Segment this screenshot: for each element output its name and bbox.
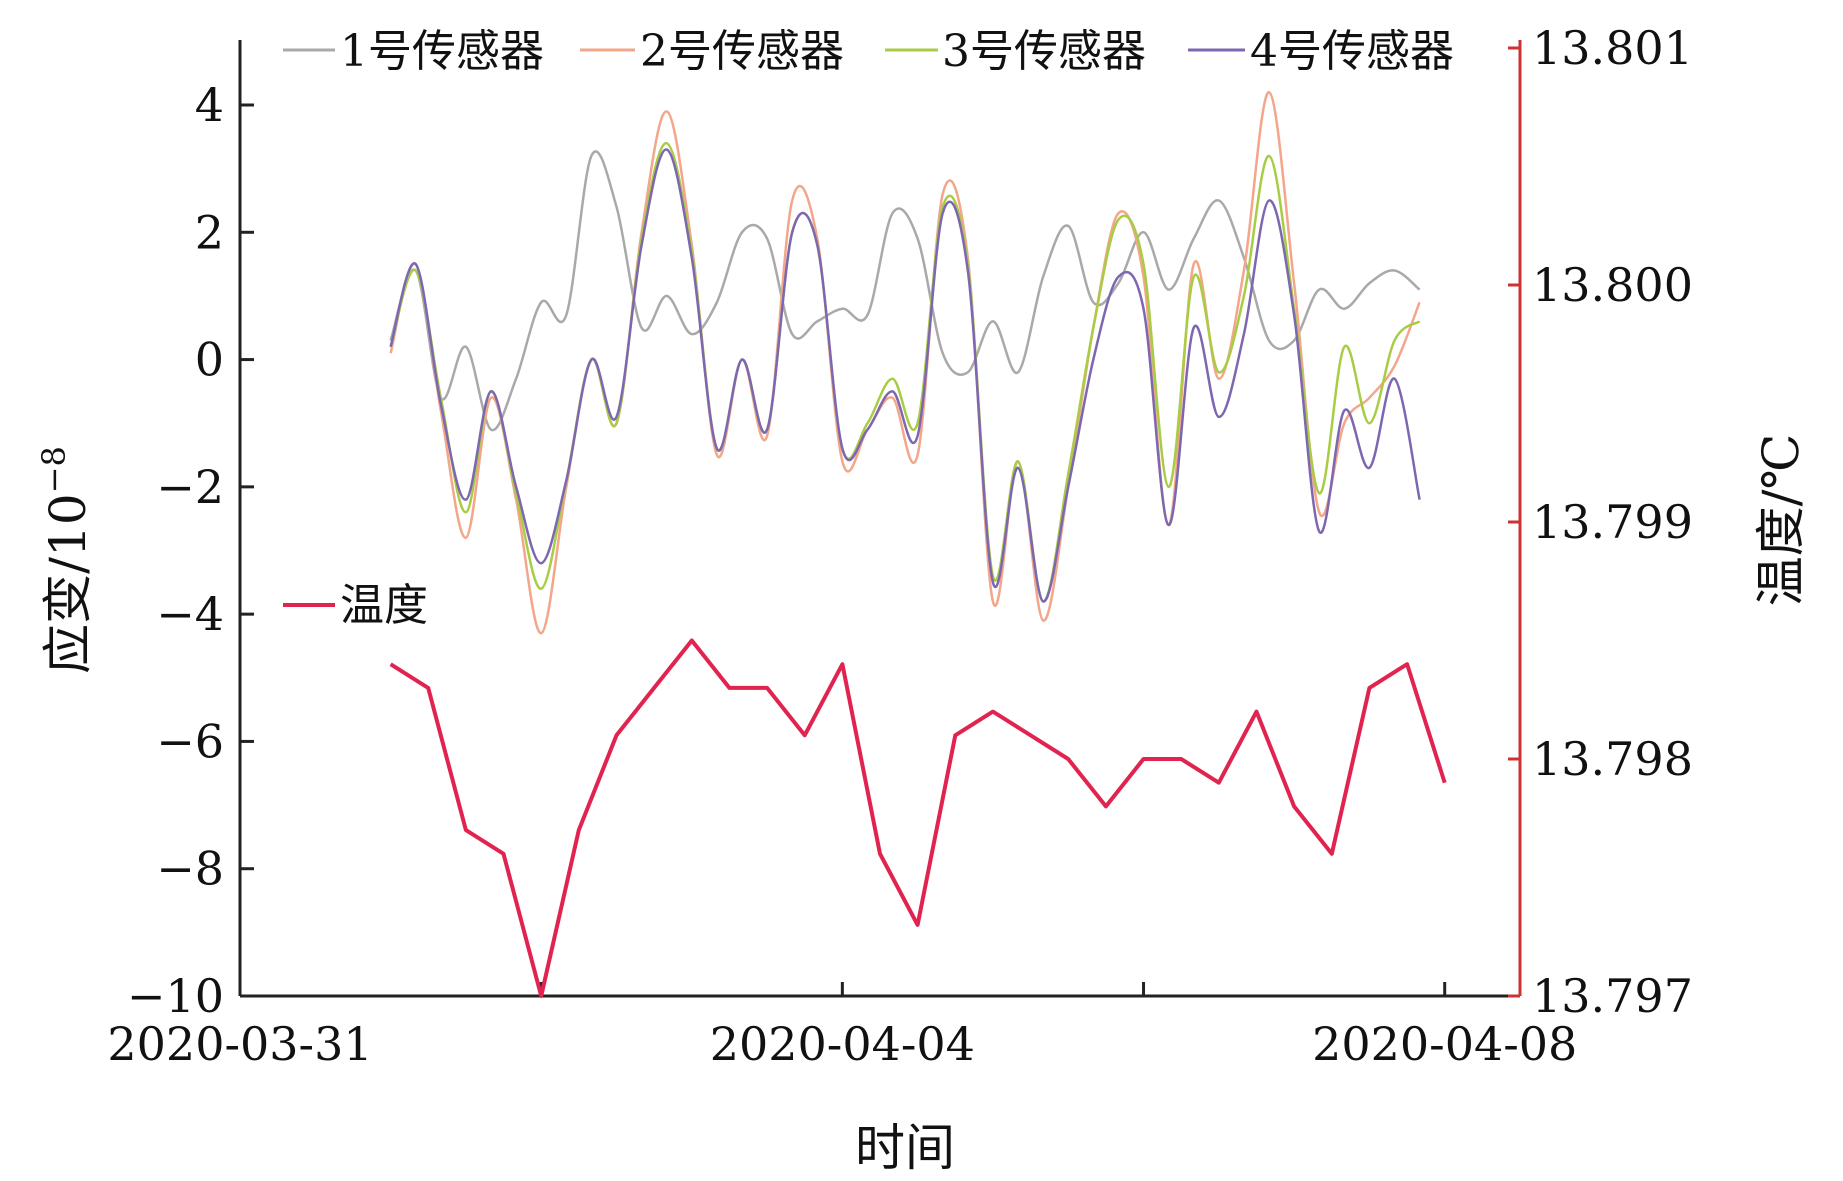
- left-tick-label: −4: [156, 587, 224, 641]
- right-axis-title: 温度/℃: [1752, 434, 1810, 607]
- left-tick-label: 2: [195, 205, 224, 259]
- left-axis-title: 应变/10−8: [35, 446, 97, 674]
- x-axis-title: 时间: [855, 1119, 955, 1177]
- left-axis-title-exponent: −8: [35, 446, 73, 493]
- left-axis-ticks: −10 −8 −6 −4 −2 0 2 4: [127, 78, 254, 1023]
- series-layer: [389, 91, 1447, 998]
- right-tick-label: 13.799: [1532, 495, 1693, 549]
- series-line-4: [389, 148, 1421, 603]
- temperature-line: [389, 638, 1447, 998]
- left-tick-label: 4: [195, 78, 224, 132]
- legend: 1号传感器 2号传感器 3号传感器 4号传感器 温度: [283, 26, 1454, 631]
- left-tick-label: −2: [156, 460, 224, 514]
- left-tick-label: −6: [156, 714, 224, 768]
- legend-label-s3: 3号传感器: [942, 26, 1146, 77]
- series-line-2: [389, 91, 1421, 635]
- left-axis-title-text: 应变/10: [39, 493, 97, 673]
- right-tick-label: 13.798: [1532, 732, 1693, 786]
- series-line-1: [389, 150, 1421, 432]
- right-tick-label: 13.797: [1532, 969, 1693, 1023]
- right-tick-label: 13.800: [1532, 258, 1693, 312]
- x-tick-label: 2020-04-08: [1312, 1017, 1577, 1071]
- left-tick-label: −10: [127, 969, 224, 1023]
- legend-label-s1: 1号传感器: [340, 26, 544, 77]
- right-axis-ticks: 13.797 13.798 13.799 13.800 13.801: [1508, 21, 1693, 1023]
- legend-label-s4: 4号传感器: [1250, 26, 1454, 77]
- x-tick-label: 2020-03-31: [107, 1017, 372, 1071]
- right-tick-label: 13.801: [1532, 21, 1693, 75]
- legend-label-temp: 温度: [340, 580, 428, 631]
- legend-label-s2: 2号传感器: [640, 26, 844, 77]
- x-tick-label: 2020-04-04: [710, 1017, 975, 1071]
- left-tick-label: −8: [156, 842, 224, 896]
- left-tick-label: 0: [195, 333, 224, 387]
- x-axis-ticks: 2020-03-31 2020-04-04 2020-04-08: [107, 982, 1577, 1071]
